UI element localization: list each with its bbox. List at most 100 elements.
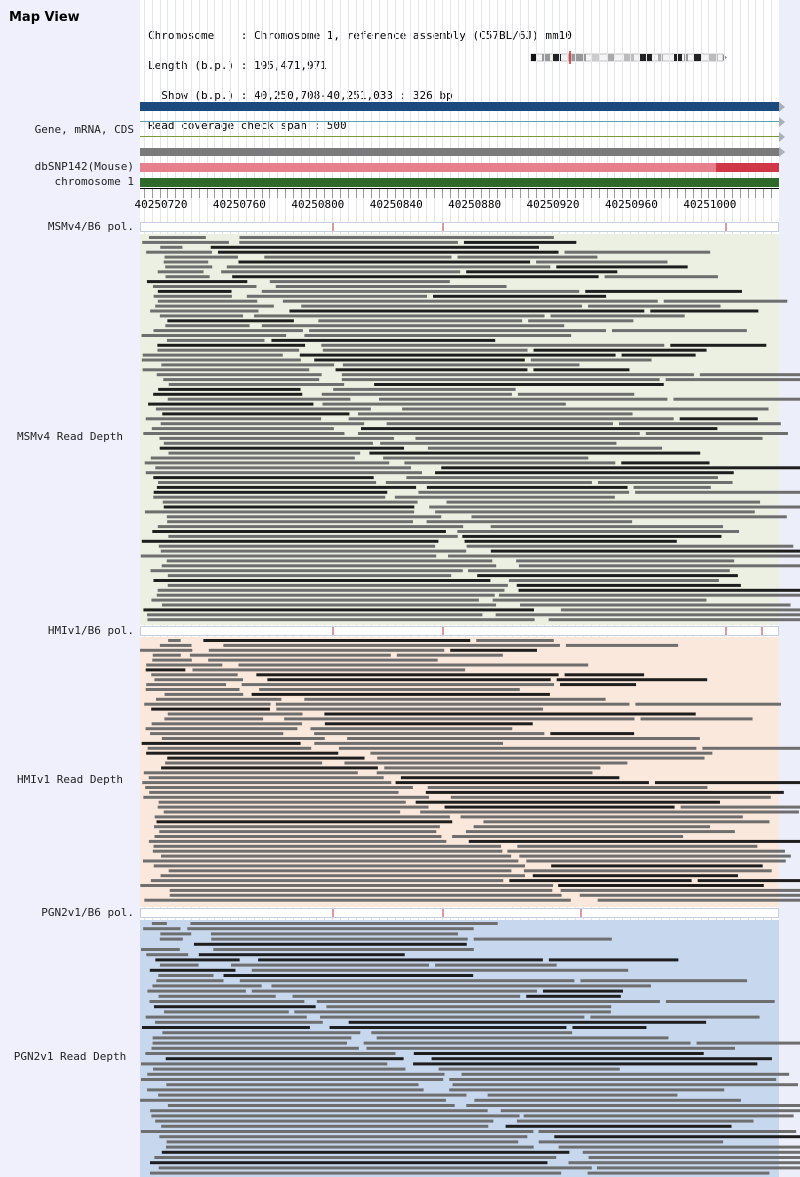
aligned-read	[517, 392, 635, 396]
aligned-read	[153, 1067, 406, 1071]
aligned-read	[264, 255, 452, 259]
aligned-read	[466, 1104, 800, 1107]
aligned-read	[466, 544, 794, 548]
aligned-read	[415, 436, 763, 440]
aligned-read	[321, 343, 665, 347]
aligned-read	[321, 392, 512, 396]
aligned-read	[556, 678, 708, 682]
aligned-read	[452, 835, 684, 838]
hmi-pol-bar[interactable]	[140, 626, 779, 636]
aligned-read	[163, 810, 401, 814]
snp-bar[interactable]	[140, 163, 716, 172]
aligned-read	[145, 727, 298, 731]
gray-annotation-bar[interactable]	[140, 148, 779, 156]
aligned-read	[473, 937, 612, 941]
aligned-read	[150, 1171, 562, 1175]
aligned-read	[587, 1171, 770, 1175]
aligned-read	[159, 314, 243, 318]
aligned-read	[495, 613, 800, 617]
snp-bar-highlight[interactable]	[716, 163, 779, 172]
aligned-read	[457, 530, 740, 533]
gene-bar[interactable]	[140, 102, 779, 111]
aligned-read	[374, 383, 664, 386]
aligned-read	[155, 466, 411, 470]
aligned-read	[147, 613, 483, 617]
aligned-read	[144, 461, 390, 465]
aligned-read	[490, 549, 800, 553]
aligned-read	[143, 432, 345, 435]
aligned-read	[702, 746, 800, 750]
aligned-read	[326, 1005, 612, 1009]
aligned-read	[146, 663, 223, 667]
chromosome-bar[interactable]	[140, 178, 779, 187]
aligned-read	[645, 432, 788, 435]
aligned-read	[157, 588, 505, 592]
aligned-read	[158, 994, 276, 998]
aligned-read	[533, 368, 630, 372]
aligned-read	[426, 485, 628, 489]
gray-arrow-icon	[779, 147, 785, 157]
aligned-read	[450, 795, 771, 799]
aligned-read	[156, 820, 453, 824]
axis-tick-label: 40250880	[448, 198, 502, 211]
aligned-read	[384, 766, 601, 770]
aligned-read	[254, 314, 545, 318]
aligned-read	[435, 471, 734, 475]
aligned-read	[146, 751, 339, 755]
aligned-read	[232, 275, 599, 279]
axis-tick-label: 40250960	[604, 198, 658, 211]
aligned-read	[523, 1114, 794, 1118]
aligned-read	[380, 441, 617, 445]
aligned-read	[483, 820, 770, 824]
aligned-read	[147, 618, 535, 622]
msm-pol-bar[interactable]	[140, 222, 779, 232]
aligned-read	[492, 598, 707, 602]
aligned-read	[140, 1130, 534, 1133]
aligned-read	[140, 1078, 444, 1081]
aligned-read	[144, 510, 415, 514]
aligned-read	[154, 815, 450, 819]
aligned-read	[284, 717, 635, 721]
aligned-read	[304, 697, 606, 701]
hmi-depth-label: HMIv1 Read Depth	[17, 773, 123, 786]
aligned-read	[160, 245, 183, 249]
aligned-read	[159, 1135, 528, 1139]
pgn-pol-bar[interactable]	[140, 908, 779, 918]
aligned-read	[526, 859, 786, 863]
aligned-read	[379, 397, 668, 401]
aligned-read	[155, 1020, 323, 1024]
aligned-read	[413, 1062, 758, 1066]
aligned-read	[449, 1088, 725, 1092]
aligned-read	[144, 702, 271, 706]
aligned-read	[149, 790, 399, 794]
aligned-read	[548, 618, 800, 622]
aligned-read	[154, 678, 244, 682]
aligned-read	[221, 270, 461, 274]
aligned-read	[168, 639, 181, 642]
aligned-read	[158, 800, 406, 804]
aligned-read	[152, 1036, 352, 1040]
aligned-read	[146, 953, 189, 957]
aligned-read	[223, 643, 560, 647]
aligned-read	[145, 668, 186, 672]
axis-tick-label: 40251000	[683, 198, 737, 211]
aligned-read	[473, 825, 711, 829]
aligned-read	[560, 683, 637, 687]
aligned-read	[523, 869, 772, 873]
aligned-read	[163, 1010, 289, 1014]
aligned-read	[558, 1145, 800, 1149]
aligned-read	[463, 240, 577, 244]
aligned-read	[696, 1041, 800, 1045]
aligned-read	[159, 446, 405, 450]
aligned-read	[169, 893, 562, 897]
cds-line[interactable]	[140, 136, 779, 137]
aligned-read	[565, 643, 679, 647]
axis-tick-label: 40250800	[291, 198, 345, 211]
aligned-read	[259, 688, 520, 691]
aligned-read	[155, 697, 282, 701]
aligned-read	[163, 260, 209, 264]
mrna-line[interactable]	[140, 121, 779, 122]
aligned-read	[420, 810, 799, 814]
aligned-read	[650, 309, 759, 313]
